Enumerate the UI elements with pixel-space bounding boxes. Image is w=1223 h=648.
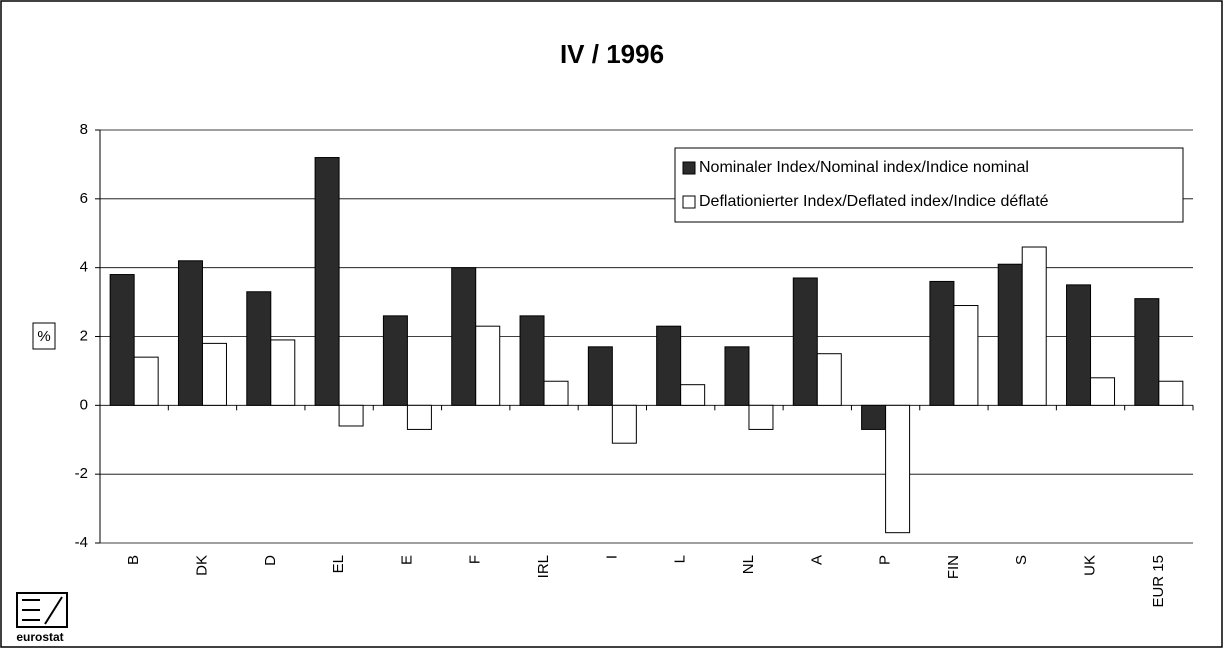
bar	[861, 404, 887, 430]
y-tick-label: -2	[75, 465, 88, 482]
chart-title: IV / 1996	[560, 39, 664, 69]
x-tick-label: UK	[1082, 555, 1099, 576]
y-tick-label: 2	[80, 327, 88, 344]
legend-swatch	[682, 195, 696, 209]
y-tick-label: 4	[80, 259, 88, 276]
x-tick-label: NL	[740, 555, 757, 574]
x-tick-label: B	[125, 555, 142, 565]
y-axis-label: %	[37, 328, 50, 345]
y-label-box	[32, 322, 56, 350]
x-tick-label: E	[398, 555, 415, 565]
bar	[451, 267, 477, 406]
bar	[611, 404, 637, 444]
bar	[1134, 298, 1160, 406]
bar	[680, 384, 706, 406]
bar	[929, 280, 955, 406]
x-tick-label: EUR 15	[1150, 555, 1167, 608]
bar	[748, 404, 774, 430]
legend-box	[674, 147, 1184, 223]
x-tick-label: IRL	[535, 555, 552, 578]
bar	[1090, 377, 1116, 406]
bar	[338, 404, 364, 427]
x-tick-label: S	[1013, 555, 1030, 565]
bar	[953, 305, 979, 406]
bar	[792, 277, 818, 406]
bar	[543, 380, 569, 406]
bar	[201, 342, 227, 406]
logo-text: eurostat	[16, 630, 63, 644]
y-tick-label: 6	[80, 190, 88, 207]
bar	[246, 291, 272, 406]
bar	[997, 263, 1023, 406]
bar	[177, 260, 203, 406]
x-tick-label: EL	[330, 555, 347, 573]
x-tick-label: I	[603, 555, 620, 559]
bar	[1158, 380, 1184, 406]
bar	[1021, 246, 1047, 406]
legend-swatch	[682, 161, 696, 175]
x-tick-label: L	[672, 555, 689, 563]
y-tick-label: -4	[75, 534, 88, 551]
x-tick-label: A	[808, 555, 825, 565]
bar	[1066, 284, 1092, 406]
bar	[133, 356, 159, 406]
x-tick-label: P	[877, 555, 894, 565]
legend-label: Deflationierter Index/Deflated index/Ind…	[699, 193, 1049, 210]
bar	[109, 274, 135, 406]
x-tick-label: D	[262, 555, 279, 566]
logo: eurostat	[16, 592, 68, 644]
bar	[656, 325, 682, 406]
bar	[519, 315, 545, 406]
x-tick-label: FIN	[945, 555, 962, 579]
bar	[587, 346, 613, 406]
y-tick-label: 0	[80, 396, 88, 413]
legend-label: Nominaler Index/Nominal index/Indice nom…	[699, 159, 1029, 176]
bar	[270, 339, 296, 406]
bar	[382, 315, 408, 406]
bar	[816, 353, 842, 406]
bar	[885, 404, 911, 534]
bar	[406, 404, 432, 430]
bar	[314, 157, 340, 406]
bar	[724, 346, 750, 406]
x-tick-label: F	[467, 555, 484, 564]
bar	[475, 325, 501, 406]
y-tick-label: 8	[80, 121, 88, 138]
x-tick-label: DK	[193, 555, 210, 576]
